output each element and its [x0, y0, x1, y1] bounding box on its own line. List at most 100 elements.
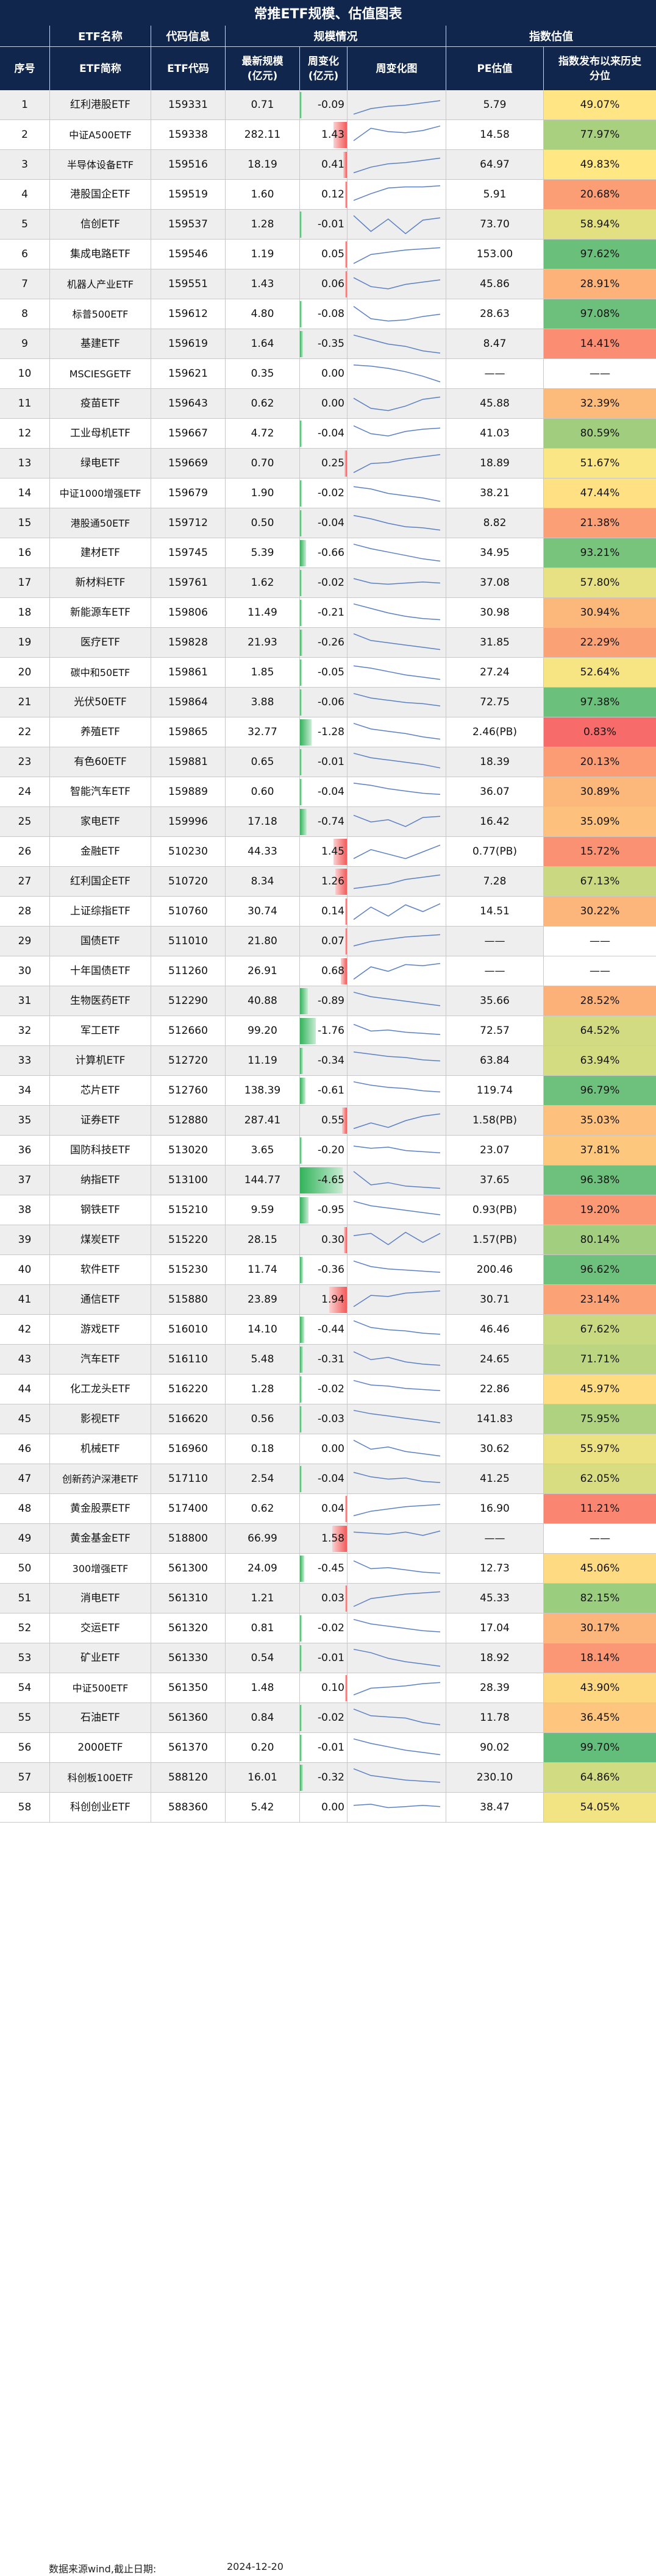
trend-line — [353, 215, 441, 235]
table-row: 27 红利国企ETF 510720 8.34 1.26 7.28 67.13% — [0, 867, 656, 897]
etf-name: 国债ETF — [50, 927, 151, 956]
pe-value: 28.39 — [446, 1673, 544, 1703]
trend-line — [353, 125, 441, 141]
weekly-change-value: 0.55 — [321, 1114, 344, 1126]
weekly-change: 0.00 — [300, 389, 348, 419]
pe-value: 46.46 — [446, 1315, 544, 1345]
trend-cell — [348, 180, 446, 210]
pct-value: 62.05% — [544, 1464, 656, 1494]
table-row: 28 上证综指ETF 510760 30.74 0.14 14.51 30.22% — [0, 897, 656, 927]
weekly-change-value: 0.04 — [321, 1503, 344, 1515]
trend-cell — [348, 1315, 446, 1345]
etf-code: 511260 — [151, 956, 226, 986]
trend-cell — [348, 538, 446, 568]
etf-code: 159806 — [151, 598, 226, 628]
table-row: 25 家电ETF 159996 17.18 -0.74 16.42 35.09% — [0, 807, 656, 837]
pct-value: 36.45% — [544, 1703, 656, 1733]
trend-line — [353, 1320, 441, 1335]
change-bar-negative — [300, 1167, 343, 1194]
trend-sparkline — [353, 752, 441, 769]
weekly-change-value: 1.45 — [321, 845, 344, 858]
row-seq: 2 — [0, 120, 50, 150]
etf-name: 中证500ETF — [50, 1673, 151, 1703]
row-seq: 49 — [0, 1524, 50, 1554]
pe-value: 230.10 — [446, 1763, 544, 1793]
pct-value: 67.62% — [544, 1315, 656, 1345]
group-index: 指数估值 — [446, 26, 656, 46]
trend-line — [353, 1591, 441, 1607]
pct-value: 64.86% — [544, 1763, 656, 1793]
trend-cell — [348, 1793, 446, 1823]
etf-size: 17.18 — [226, 807, 300, 837]
trend-line — [353, 814, 441, 827]
trend-cell — [348, 269, 446, 299]
etf-code: 159669 — [151, 449, 226, 479]
trend-line — [353, 1709, 441, 1726]
weekly-change: 0.00 — [300, 359, 348, 389]
trend-sparkline — [353, 692, 441, 706]
etf-size: 44.33 — [226, 837, 300, 867]
trend-sparkline — [353, 125, 441, 141]
weekly-change-value: 0.00 — [321, 1801, 344, 1813]
pe-value: 200.46 — [446, 1255, 544, 1285]
weekly-change: -0.21 — [300, 598, 348, 628]
etf-size: 11.74 — [226, 1255, 300, 1285]
etf-code: 561370 — [151, 1733, 226, 1763]
weekly-change: 0.41 — [300, 150, 348, 180]
row-seq: 51 — [0, 1584, 50, 1614]
trend-line — [353, 1023, 441, 1035]
trend-cell — [348, 210, 446, 240]
weekly-change: -0.03 — [300, 1404, 348, 1434]
trend-sparkline — [353, 1440, 441, 1457]
pe-value: 119.74 — [446, 1076, 544, 1106]
etf-code: 561360 — [151, 1703, 226, 1733]
pe-value: 8.47 — [446, 329, 544, 359]
row-seq: 14 — [0, 479, 50, 508]
weekly-change: -0.20 — [300, 1136, 348, 1165]
weekly-change: -0.61 — [300, 1076, 348, 1106]
trend-sparkline — [353, 844, 441, 859]
weekly-change-value: -0.74 — [318, 816, 344, 828]
trend-sparkline — [353, 364, 441, 383]
table-row: 49 黄金基金ETF 518800 66.99 1.58 —— —— — [0, 1524, 656, 1554]
pct-value: 20.68% — [544, 180, 656, 210]
change-bar-positive — [345, 182, 347, 208]
trend-line — [353, 752, 441, 769]
etf-size: 18.19 — [226, 150, 300, 180]
trend-sparkline — [353, 1351, 441, 1366]
pct-value: 30.89% — [544, 777, 656, 807]
etf-size: 0.20 — [226, 1733, 300, 1763]
etf-code: 159667 — [151, 419, 226, 449]
row-seq: 10 — [0, 359, 50, 389]
pct-value: 30.94% — [544, 598, 656, 628]
pe-value: 24.65 — [446, 1345, 544, 1375]
trend-cell — [348, 1494, 446, 1524]
etf-name: 光伏50ETF — [50, 688, 151, 717]
pct-value: 97.08% — [544, 299, 656, 329]
pe-value: 18.39 — [446, 747, 544, 777]
pct-value: 19.20% — [544, 1195, 656, 1225]
row-seq: 54 — [0, 1673, 50, 1703]
etf-code: 159881 — [151, 747, 226, 777]
etf-code: 517400 — [151, 1494, 226, 1524]
etf-name: 碳中和50ETF — [50, 658, 151, 688]
trend-line — [353, 1560, 441, 1574]
change-bar-negative — [300, 1765, 303, 1791]
weekly-change: -0.04 — [300, 419, 348, 449]
weekly-change-value: 0.03 — [321, 1592, 344, 1604]
weekly-change-value: -0.36 — [318, 1264, 344, 1276]
etf-code: 513020 — [151, 1136, 226, 1165]
change-bar-positive — [345, 1496, 347, 1522]
trend-sparkline — [353, 934, 441, 947]
pct-value: 52.64% — [544, 658, 656, 688]
table-row: 47 创新药沪深港ETF 517110 2.54 -0.04 41.25 62.05% — [0, 1464, 656, 1494]
etf-size: 11.19 — [226, 1046, 300, 1076]
table-row: 57 科创板100ETF 588120 16.01 -0.32 230.10 64.86% — [0, 1763, 656, 1793]
row-seq: 41 — [0, 1285, 50, 1315]
change-bar-positive — [345, 1585, 347, 1612]
weekly-change-value: -0.06 — [318, 696, 344, 708]
pct-value: 77.97% — [544, 120, 656, 150]
pct-value: 47.44% — [544, 479, 656, 508]
row-seq: 30 — [0, 956, 50, 986]
table-row: 32 军工ETF 512660 99.20 -1.76 72.57 64.52% — [0, 1016, 656, 1046]
